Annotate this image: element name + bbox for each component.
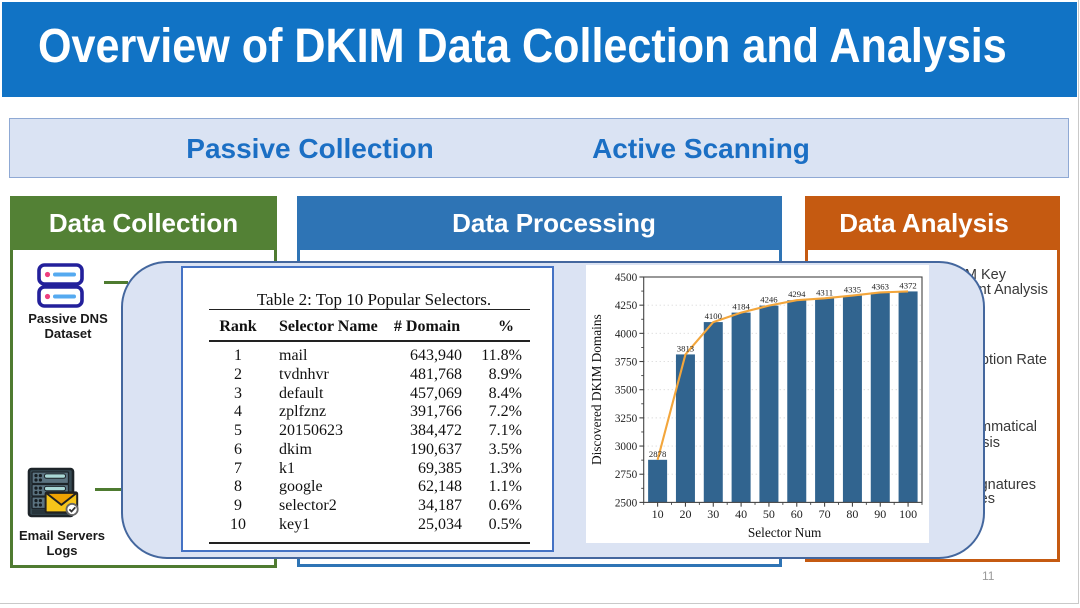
svg-text:2500: 2500 bbox=[615, 497, 638, 509]
svg-text:2878: 2878 bbox=[649, 449, 667, 459]
svg-text:2750: 2750 bbox=[615, 469, 638, 481]
svg-text:60: 60 bbox=[791, 507, 803, 521]
svg-text:100: 100 bbox=[899, 507, 917, 521]
svg-text:4500: 4500 bbox=[615, 272, 638, 284]
svg-text:Selector Num: Selector Num bbox=[748, 525, 822, 540]
svg-text:3750: 3750 bbox=[615, 357, 638, 369]
svg-text:4250: 4250 bbox=[615, 300, 638, 312]
svg-text:10: 10 bbox=[652, 507, 664, 521]
svg-text:4000: 4000 bbox=[615, 328, 638, 340]
svg-text:3000: 3000 bbox=[615, 441, 638, 453]
svg-text:4372: 4372 bbox=[899, 280, 916, 290]
svg-text:50: 50 bbox=[763, 507, 775, 521]
svg-text:30: 30 bbox=[707, 507, 719, 521]
svg-text:40: 40 bbox=[735, 507, 747, 521]
svg-text:3250: 3250 bbox=[615, 413, 638, 425]
svg-text:4184: 4184 bbox=[732, 302, 750, 312]
svg-text:Discovered DKIM Domains: Discovered DKIM Domains bbox=[589, 314, 604, 465]
svg-text:80: 80 bbox=[846, 507, 858, 521]
svg-text:4311: 4311 bbox=[816, 287, 833, 297]
svg-text:3500: 3500 bbox=[615, 385, 638, 397]
svg-text:4335: 4335 bbox=[844, 285, 861, 295]
svg-text:20: 20 bbox=[679, 507, 691, 521]
svg-text:90: 90 bbox=[874, 507, 886, 521]
svg-text:4100: 4100 bbox=[705, 311, 723, 321]
svg-text:4363: 4363 bbox=[872, 281, 889, 291]
svg-text:4294: 4294 bbox=[788, 289, 806, 299]
svg-text:3813: 3813 bbox=[677, 343, 694, 353]
svg-text:4246: 4246 bbox=[760, 295, 778, 305]
svg-text:70: 70 bbox=[819, 507, 831, 521]
